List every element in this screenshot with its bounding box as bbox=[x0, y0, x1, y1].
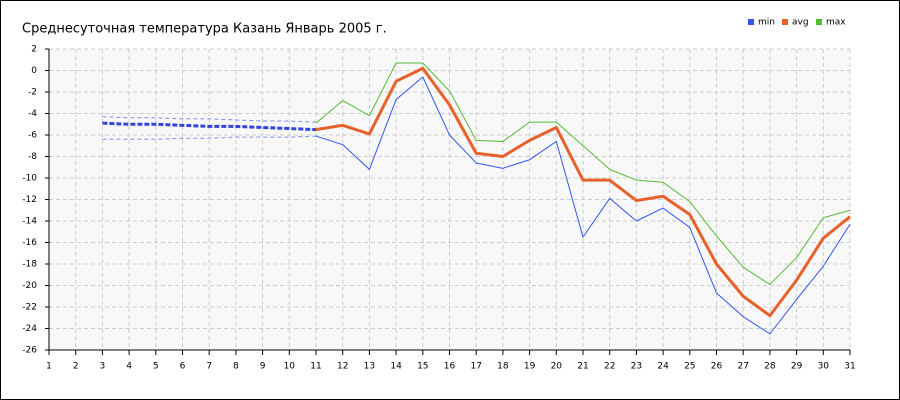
x-tick-label: 14 bbox=[390, 362, 402, 372]
x-tick-label: 8 bbox=[233, 362, 239, 372]
x-tick-label: 22 bbox=[604, 362, 615, 372]
x-tick-label: 23 bbox=[631, 362, 642, 372]
x-tick-label: 4 bbox=[126, 362, 132, 372]
series-line bbox=[102, 135, 317, 140]
x-tick-label: 30 bbox=[818, 362, 830, 372]
legend-label: min bbox=[758, 18, 775, 28]
x-tick-label: 5 bbox=[153, 362, 159, 372]
y-tick-label: 2 bbox=[31, 45, 37, 55]
y-tick-label: -10 bbox=[22, 174, 37, 184]
y-tick-label: -14 bbox=[22, 217, 37, 227]
x-tick-label: 11 bbox=[310, 362, 321, 372]
legend-swatch bbox=[748, 19, 754, 25]
y-tick-label: -20 bbox=[22, 281, 37, 291]
x-tick-label: 18 bbox=[497, 362, 509, 372]
chart-title: Среднесуточная температура Казань Январь… bbox=[22, 22, 387, 37]
x-tick-label: 16 bbox=[444, 362, 456, 372]
x-tick-label: 6 bbox=[180, 362, 186, 372]
x-tick-label: 17 bbox=[470, 362, 481, 372]
y-tick-label: 0 bbox=[31, 66, 37, 76]
x-tick-label: 27 bbox=[737, 362, 748, 372]
x-tick-label: 2 bbox=[73, 362, 79, 372]
y-tick-label: -16 bbox=[22, 238, 37, 248]
series-line bbox=[315, 66, 851, 318]
series-line bbox=[102, 121, 317, 132]
legend-label: avg bbox=[792, 18, 809, 28]
x-tick-label: 15 bbox=[417, 362, 428, 372]
series-line bbox=[315, 62, 851, 285]
x-tick-label: 10 bbox=[284, 362, 296, 372]
y-tick-label: -4 bbox=[28, 109, 37, 119]
x-tick-label: 7 bbox=[206, 362, 212, 372]
series-line bbox=[102, 116, 317, 123]
x-tick-label: 26 bbox=[711, 362, 723, 372]
x-tick-label: 13 bbox=[364, 362, 375, 372]
series-line bbox=[315, 76, 851, 335]
y-tick-label: -26 bbox=[22, 346, 37, 356]
x-tick-label: 3 bbox=[100, 362, 106, 372]
legend-label: max bbox=[826, 18, 846, 28]
x-tick-label: 24 bbox=[657, 362, 669, 372]
x-tick-label: 31 bbox=[844, 362, 855, 372]
x-tick-label: 29 bbox=[791, 362, 803, 372]
y-tick-label: -8 bbox=[28, 152, 37, 162]
y-tick-label: -12 bbox=[22, 195, 37, 205]
y-tick-label: -2 bbox=[28, 88, 37, 98]
legend-swatch bbox=[816, 19, 822, 25]
x-tick-label: 12 bbox=[337, 362, 348, 372]
x-tick-label: 19 bbox=[524, 362, 536, 372]
y-tick-label: -24 bbox=[22, 324, 37, 334]
x-tick-label: 25 bbox=[684, 362, 695, 372]
x-tick-label: 20 bbox=[551, 362, 563, 372]
y-tick-label: -22 bbox=[22, 303, 37, 313]
y-tick-label: -18 bbox=[22, 260, 37, 270]
y-tick-label: -6 bbox=[28, 131, 37, 141]
x-tick-label: 21 bbox=[577, 362, 588, 372]
x-tick-label: 28 bbox=[764, 362, 776, 372]
x-tick-label: 9 bbox=[260, 362, 266, 372]
legend-swatch bbox=[782, 19, 788, 25]
x-tick-label: 1 bbox=[46, 362, 52, 372]
